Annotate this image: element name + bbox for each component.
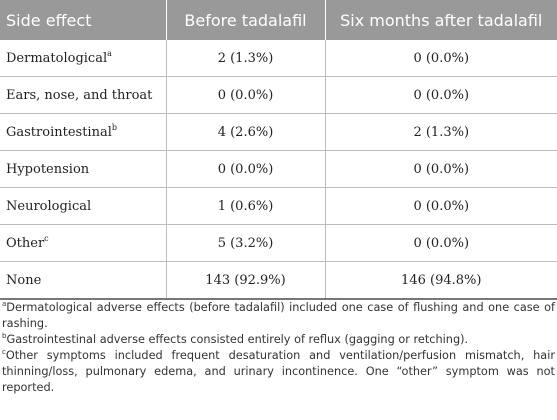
footnote-b: bGastrointestinal adverse effects consis… bbox=[2, 332, 555, 348]
row-label-text: Other bbox=[6, 235, 45, 251]
after-value: 146 (94.8%) bbox=[325, 261, 557, 300]
footnote-text: Other symptoms included frequent desatur… bbox=[2, 349, 555, 394]
header-before-tadalafil: Before tadalafil bbox=[166, 0, 326, 40]
footnote-marker: b bbox=[111, 122, 117, 132]
row-label-text: None bbox=[6, 272, 42, 288]
row-label: None bbox=[0, 261, 167, 300]
footnote-mark: a bbox=[2, 300, 7, 308]
row-label-text: Hypotension bbox=[6, 161, 90, 177]
footnote-marker: c bbox=[44, 233, 49, 243]
row-label: Neurological bbox=[0, 187, 167, 225]
table-row: Otherc 5 (3.2%) 0 (0.0%) bbox=[0, 224, 557, 262]
footnote-text: Dermatological adverse effects (before t… bbox=[2, 301, 555, 330]
row-label-text: Gastrointestinal bbox=[6, 124, 112, 140]
row-label-text: Ears, nose, and throat bbox=[6, 87, 153, 103]
header-side-effect: Side effect bbox=[0, 0, 167, 40]
row-label: Hypotension bbox=[0, 150, 167, 188]
before-value: 143 (92.9%) bbox=[166, 261, 326, 300]
footnote-a: aDermatological adverse effects (before … bbox=[2, 300, 555, 332]
before-value: 2 (1.3%) bbox=[166, 40, 326, 77]
before-value: 0 (0.0%) bbox=[166, 150, 326, 188]
footnote-c: cOther symptoms included frequent desatu… bbox=[2, 348, 555, 396]
before-value: 1 (0.6%) bbox=[166, 187, 326, 225]
table-row: Dermatologicala 2 (1.3%) 0 (0.0%) bbox=[0, 40, 557, 77]
footnote-mark: b bbox=[2, 332, 7, 340]
table-row: Neurological 1 (0.6%) 0 (0.0%) bbox=[0, 187, 557, 225]
side-effects-table: Side effect Before tadalafil Six months … bbox=[0, 0, 557, 300]
after-value: 0 (0.0%) bbox=[325, 187, 557, 225]
before-value: 0 (0.0%) bbox=[166, 76, 326, 114]
after-value: 0 (0.0%) bbox=[325, 224, 557, 262]
row-label: Ears, nose, and throat bbox=[0, 76, 167, 114]
footnote-marker: a bbox=[107, 48, 112, 58]
before-value: 4 (2.6%) bbox=[166, 113, 326, 151]
before-value: 5 (3.2%) bbox=[166, 224, 326, 262]
table-row: Hypotension 0 (0.0%) 0 (0.0%) bbox=[0, 150, 557, 188]
table-footnotes: aDermatological adverse effects (before … bbox=[2, 300, 555, 396]
row-label: Dermatologicala bbox=[0, 40, 167, 77]
footnote-mark: c bbox=[2, 348, 6, 356]
row-label-text: Neurological bbox=[6, 198, 92, 214]
after-value: 2 (1.3%) bbox=[325, 113, 557, 151]
header-six-months-after: Six months after tadalafil bbox=[325, 0, 557, 40]
table-row: Ears, nose, and throat 0 (0.0%) 0 (0.0%) bbox=[0, 76, 557, 114]
after-value: 0 (0.0%) bbox=[325, 150, 557, 188]
row-label-text: Dermatological bbox=[6, 50, 108, 66]
table-row: None 143 (92.9%) 146 (94.8%) bbox=[0, 261, 557, 300]
footnote-text: Gastrointestinal adverse effects consist… bbox=[6, 333, 469, 346]
row-label: Otherc bbox=[0, 224, 167, 262]
table-header-row: Side effect Before tadalafil Six months … bbox=[0, 0, 557, 40]
after-value: 0 (0.0%) bbox=[325, 76, 557, 114]
row-label: Gastrointestinalb bbox=[0, 113, 167, 151]
after-value: 0 (0.0%) bbox=[325, 40, 557, 77]
table-row: Gastrointestinalb 4 (2.6%) 2 (1.3%) bbox=[0, 113, 557, 151]
